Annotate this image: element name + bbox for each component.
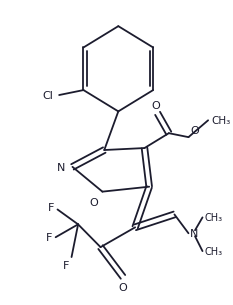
Text: CH₃: CH₃ [204, 247, 223, 257]
Text: O: O [151, 102, 160, 111]
Text: Cl: Cl [43, 91, 54, 101]
Text: O: O [119, 283, 127, 293]
Text: CH₃: CH₃ [211, 116, 230, 126]
Text: N: N [57, 163, 65, 173]
Text: CH₃: CH₃ [204, 214, 223, 223]
Text: N: N [190, 229, 199, 239]
Text: F: F [45, 233, 52, 243]
Text: O: O [190, 126, 199, 136]
Text: O: O [89, 198, 98, 207]
Text: F: F [47, 203, 54, 213]
Text: F: F [63, 261, 70, 271]
